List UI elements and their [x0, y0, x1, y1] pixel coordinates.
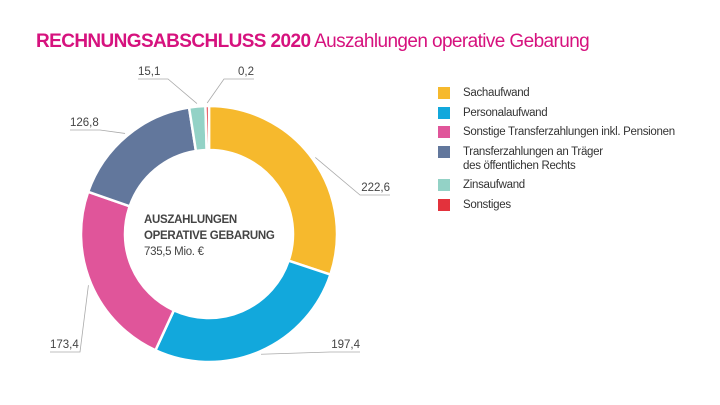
- legend-swatch: [438, 126, 450, 138]
- legend-item-transfer-traeger: Transferzahlungen an Träger des öffentlic…: [438, 145, 675, 173]
- leader-line-1: [260, 351, 360, 355]
- legend-item-sonstige-transfer: Sonstige Transferzahlungen inkl. Pension…: [438, 125, 675, 139]
- legend-item-sachaufwand: Sachaufwand: [438, 86, 675, 100]
- legend-swatch: [438, 106, 450, 119]
- legend-label: Transferzahlungen an Träger: [463, 145, 603, 158]
- legend-label-line2: des öffentlichen Rechts: [463, 159, 576, 172]
- legend-swatch: [438, 145, 450, 158]
- donut-slice-3: [86, 106, 198, 208]
- center-label: AUSZAHLUNGEN OPERATIVE GEBARUNG 735,5 Mi…: [144, 212, 275, 260]
- data-label-2: 173,4: [50, 339, 79, 351]
- data-label-4: 15,1: [138, 66, 160, 78]
- legend-swatch: [438, 87, 450, 99]
- legend-label: Sachaufwand: [463, 87, 530, 99]
- legend-label: Sonstiges: [463, 198, 511, 211]
- legend-label: Zinsaufwand: [463, 179, 525, 191]
- donut-slice-5: [204, 104, 211, 152]
- chart-title: RECHNUNGSABSCHLUSS 2020 Auszahlungen ope…: [36, 31, 590, 53]
- legend-item-sonstiges: Sonstiges: [438, 198, 675, 212]
- data-label-5: 0,2: [238, 66, 254, 78]
- title-rest: Auszahlungen operative Gebarung: [314, 31, 590, 52]
- center-line2: OPERATIVE GEBARUNG: [144, 230, 275, 242]
- legend-item-zinsaufwand: Zinsaufwand: [438, 178, 675, 192]
- legend-item-personalaufwand: Personalaufwand: [438, 106, 675, 120]
- data-label-0: 222,6: [361, 182, 390, 194]
- donut-slice-0: [207, 104, 339, 277]
- data-label-1: 197,4: [331, 339, 360, 351]
- leader-line-0: [315, 157, 390, 196]
- legend-label: Personalaufwand: [463, 106, 548, 119]
- donut-slice-1: [153, 259, 332, 364]
- legend-label: Sonstige Transferzahlungen inkl. Pension…: [463, 126, 675, 138]
- leader-line-5: [206, 78, 254, 104]
- leader-line-4: [138, 78, 198, 104]
- legend-swatch: [438, 198, 450, 211]
- leader-line-3: [70, 129, 126, 134]
- center-total: 735,5 Mio. €: [144, 246, 204, 258]
- title-bold: RECHNUNGSABSCHLUSS 2020: [36, 31, 311, 52]
- legend: Sachaufwand Personalaufwand Sonstige Tra…: [438, 86, 675, 217]
- legend-swatch: [438, 179, 450, 191]
- data-label-3: 126,8: [70, 117, 99, 129]
- leader-line-2: [50, 285, 89, 353]
- center-line1: AUSZAHLUNGEN: [144, 214, 237, 226]
